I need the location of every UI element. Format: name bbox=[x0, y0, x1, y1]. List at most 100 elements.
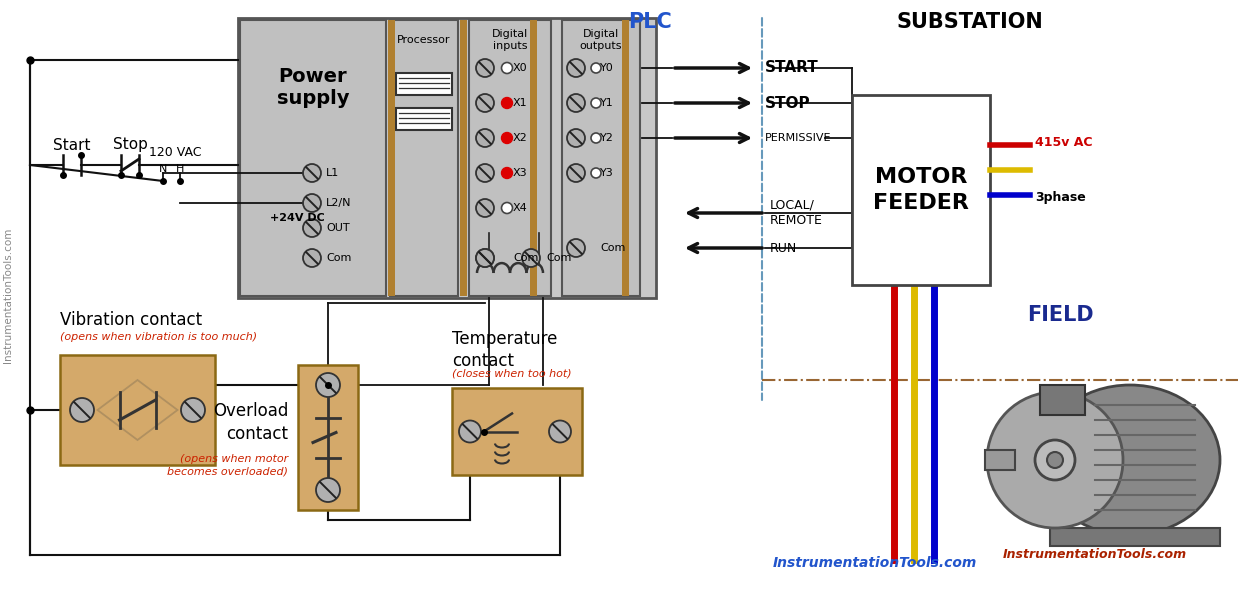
Circle shape bbox=[567, 129, 586, 147]
Text: Start: Start bbox=[53, 137, 90, 152]
Text: Vibration contact: Vibration contact bbox=[59, 311, 202, 329]
FancyBboxPatch shape bbox=[621, 20, 629, 296]
Circle shape bbox=[316, 478, 340, 502]
FancyBboxPatch shape bbox=[452, 388, 582, 475]
Text: InstrumentationTools.com: InstrumentationTools.com bbox=[1003, 549, 1187, 562]
Text: LOCAL/
REMOTE: LOCAL/ REMOTE bbox=[770, 199, 823, 227]
Circle shape bbox=[567, 164, 586, 182]
Text: +24V DC: +24V DC bbox=[270, 213, 326, 223]
Circle shape bbox=[987, 392, 1123, 528]
Text: 3phase: 3phase bbox=[1035, 191, 1086, 204]
FancyBboxPatch shape bbox=[461, 20, 467, 296]
Circle shape bbox=[475, 164, 494, 182]
Text: (opens when motor
becomes overloaded): (opens when motor becomes overloaded) bbox=[167, 454, 288, 477]
Circle shape bbox=[303, 249, 321, 267]
Circle shape bbox=[591, 168, 600, 178]
Text: Y2: Y2 bbox=[600, 133, 614, 143]
Circle shape bbox=[501, 63, 513, 74]
Text: RUN: RUN bbox=[770, 241, 797, 254]
Text: STOP: STOP bbox=[765, 96, 811, 110]
Text: Com: Com bbox=[600, 243, 625, 253]
Text: InstrumentationTools.com: InstrumentationTools.com bbox=[2, 227, 14, 363]
Text: Temperature
contact: Temperature contact bbox=[452, 330, 557, 370]
FancyBboxPatch shape bbox=[1050, 528, 1219, 546]
FancyBboxPatch shape bbox=[985, 450, 1015, 470]
FancyBboxPatch shape bbox=[469, 20, 551, 296]
Circle shape bbox=[567, 59, 586, 77]
Text: Processor: Processor bbox=[397, 35, 451, 45]
FancyBboxPatch shape bbox=[852, 95, 990, 285]
Circle shape bbox=[475, 59, 494, 77]
Text: H: H bbox=[176, 164, 184, 174]
Circle shape bbox=[1047, 452, 1063, 468]
Circle shape bbox=[303, 219, 321, 237]
Text: Digital
inputs: Digital inputs bbox=[491, 29, 529, 51]
Circle shape bbox=[522, 249, 540, 267]
Circle shape bbox=[567, 239, 586, 257]
FancyBboxPatch shape bbox=[387, 20, 395, 296]
Circle shape bbox=[1035, 440, 1075, 480]
Text: MOTOR
FEEDER: MOTOR FEEDER bbox=[873, 167, 969, 213]
Text: Stop: Stop bbox=[113, 137, 147, 152]
FancyBboxPatch shape bbox=[396, 108, 452, 130]
Text: Com: Com bbox=[513, 253, 539, 263]
Circle shape bbox=[591, 133, 600, 143]
Text: FIELD: FIELD bbox=[1026, 305, 1093, 325]
Text: Y3: Y3 bbox=[600, 168, 614, 178]
Text: X3: X3 bbox=[513, 168, 527, 178]
Text: N: N bbox=[158, 164, 167, 174]
Circle shape bbox=[303, 194, 321, 212]
FancyBboxPatch shape bbox=[390, 20, 458, 296]
Text: Com: Com bbox=[546, 253, 572, 263]
Text: 120 VAC: 120 VAC bbox=[149, 146, 202, 159]
Circle shape bbox=[71, 398, 94, 422]
FancyBboxPatch shape bbox=[238, 18, 656, 298]
Circle shape bbox=[475, 249, 494, 267]
Circle shape bbox=[501, 202, 513, 214]
Circle shape bbox=[567, 94, 586, 112]
Text: Power
supply: Power supply bbox=[277, 67, 349, 109]
Circle shape bbox=[316, 373, 340, 397]
Text: X0: X0 bbox=[513, 63, 527, 73]
Text: 415v AC: 415v AC bbox=[1035, 136, 1092, 149]
Text: START: START bbox=[765, 61, 818, 76]
Text: Y0: Y0 bbox=[600, 63, 614, 73]
Text: (opens when vibration is too much): (opens when vibration is too much) bbox=[59, 332, 258, 342]
Circle shape bbox=[475, 249, 494, 267]
Circle shape bbox=[548, 421, 571, 442]
FancyBboxPatch shape bbox=[59, 355, 215, 465]
Circle shape bbox=[181, 398, 206, 422]
Ellipse shape bbox=[1040, 385, 1219, 535]
Text: Overload
contact: Overload contact bbox=[213, 402, 288, 442]
Circle shape bbox=[501, 97, 513, 109]
Circle shape bbox=[475, 94, 494, 112]
Text: InstrumentationTools.com: InstrumentationTools.com bbox=[773, 556, 977, 570]
Text: X4: X4 bbox=[513, 203, 527, 213]
FancyBboxPatch shape bbox=[396, 73, 452, 95]
FancyBboxPatch shape bbox=[1040, 385, 1084, 415]
Text: PLC: PLC bbox=[628, 12, 672, 32]
Text: X1: X1 bbox=[513, 98, 527, 108]
Circle shape bbox=[591, 98, 600, 108]
Circle shape bbox=[591, 63, 600, 73]
Circle shape bbox=[475, 199, 494, 217]
Text: L1: L1 bbox=[326, 168, 339, 178]
Circle shape bbox=[475, 129, 494, 147]
Circle shape bbox=[501, 168, 513, 179]
Text: OUT: OUT bbox=[326, 223, 349, 233]
Text: Com: Com bbox=[326, 253, 352, 263]
Text: Y1: Y1 bbox=[600, 98, 614, 108]
Circle shape bbox=[459, 421, 482, 442]
Text: PERMISSIVE: PERMISSIVE bbox=[765, 133, 832, 143]
Circle shape bbox=[501, 133, 513, 143]
Text: L2/N: L2/N bbox=[326, 198, 352, 208]
Circle shape bbox=[303, 164, 321, 182]
Text: X2: X2 bbox=[513, 133, 527, 143]
Text: (closes when too hot): (closes when too hot) bbox=[452, 368, 572, 378]
FancyBboxPatch shape bbox=[240, 20, 386, 296]
FancyBboxPatch shape bbox=[298, 365, 358, 510]
FancyBboxPatch shape bbox=[530, 20, 537, 296]
Text: Digital
outputs: Digital outputs bbox=[579, 29, 623, 51]
FancyBboxPatch shape bbox=[562, 20, 640, 296]
Text: SUBSTATION: SUBSTATION bbox=[896, 12, 1044, 32]
